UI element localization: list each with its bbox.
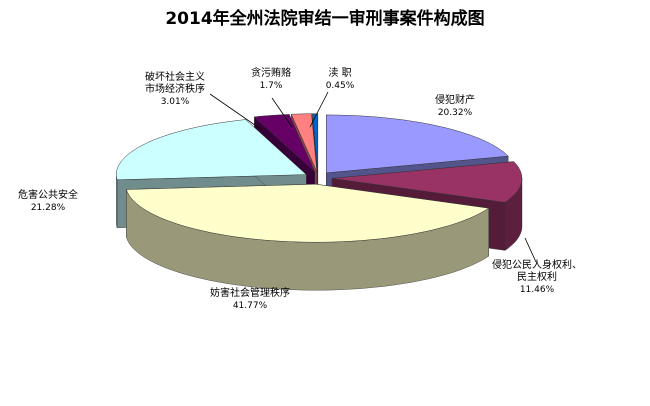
value-label: 3.01%: [161, 97, 190, 107]
slice-label: 市场经济秩序: [145, 82, 205, 95]
slice: [116, 119, 307, 181]
slice: [326, 114, 509, 174]
slice-label: 妨害社会管理秩序: [210, 286, 290, 299]
slice: [126, 183, 490, 243]
slice-label: 渎 职: [328, 66, 351, 79]
leader-line: [309, 91, 329, 128]
chart-title: 2014年全州法院审结一审刑事案件构成图: [165, 8, 484, 29]
slice-label: 危害公共安全: [18, 188, 78, 201]
slice-label: 贪污贿赂: [251, 66, 291, 79]
slice-label: 侵犯财产: [435, 93, 475, 106]
slice: [290, 113, 318, 172]
slice-side: [116, 174, 118, 228]
value-label: 11.46%: [520, 285, 555, 295]
slice: [331, 161, 523, 203]
slice: [312, 113, 319, 172]
value-label: 41.77%: [233, 301, 268, 311]
slice-label: 破坏社会主义: [145, 70, 205, 83]
value-label: 20.32%: [438, 108, 473, 118]
slice: [253, 114, 316, 173]
leader-line: [209, 93, 263, 131]
slice-label: 侵犯公民人身权利、: [492, 258, 582, 271]
value-label: 1.7%: [260, 81, 283, 91]
leader-line: [524, 237, 537, 263]
slice-label: 民主权利: [517, 270, 557, 283]
value-label: 21.28%: [31, 203, 66, 213]
leader-line: [271, 97, 293, 128]
value-label: 0.45%: [326, 81, 355, 91]
